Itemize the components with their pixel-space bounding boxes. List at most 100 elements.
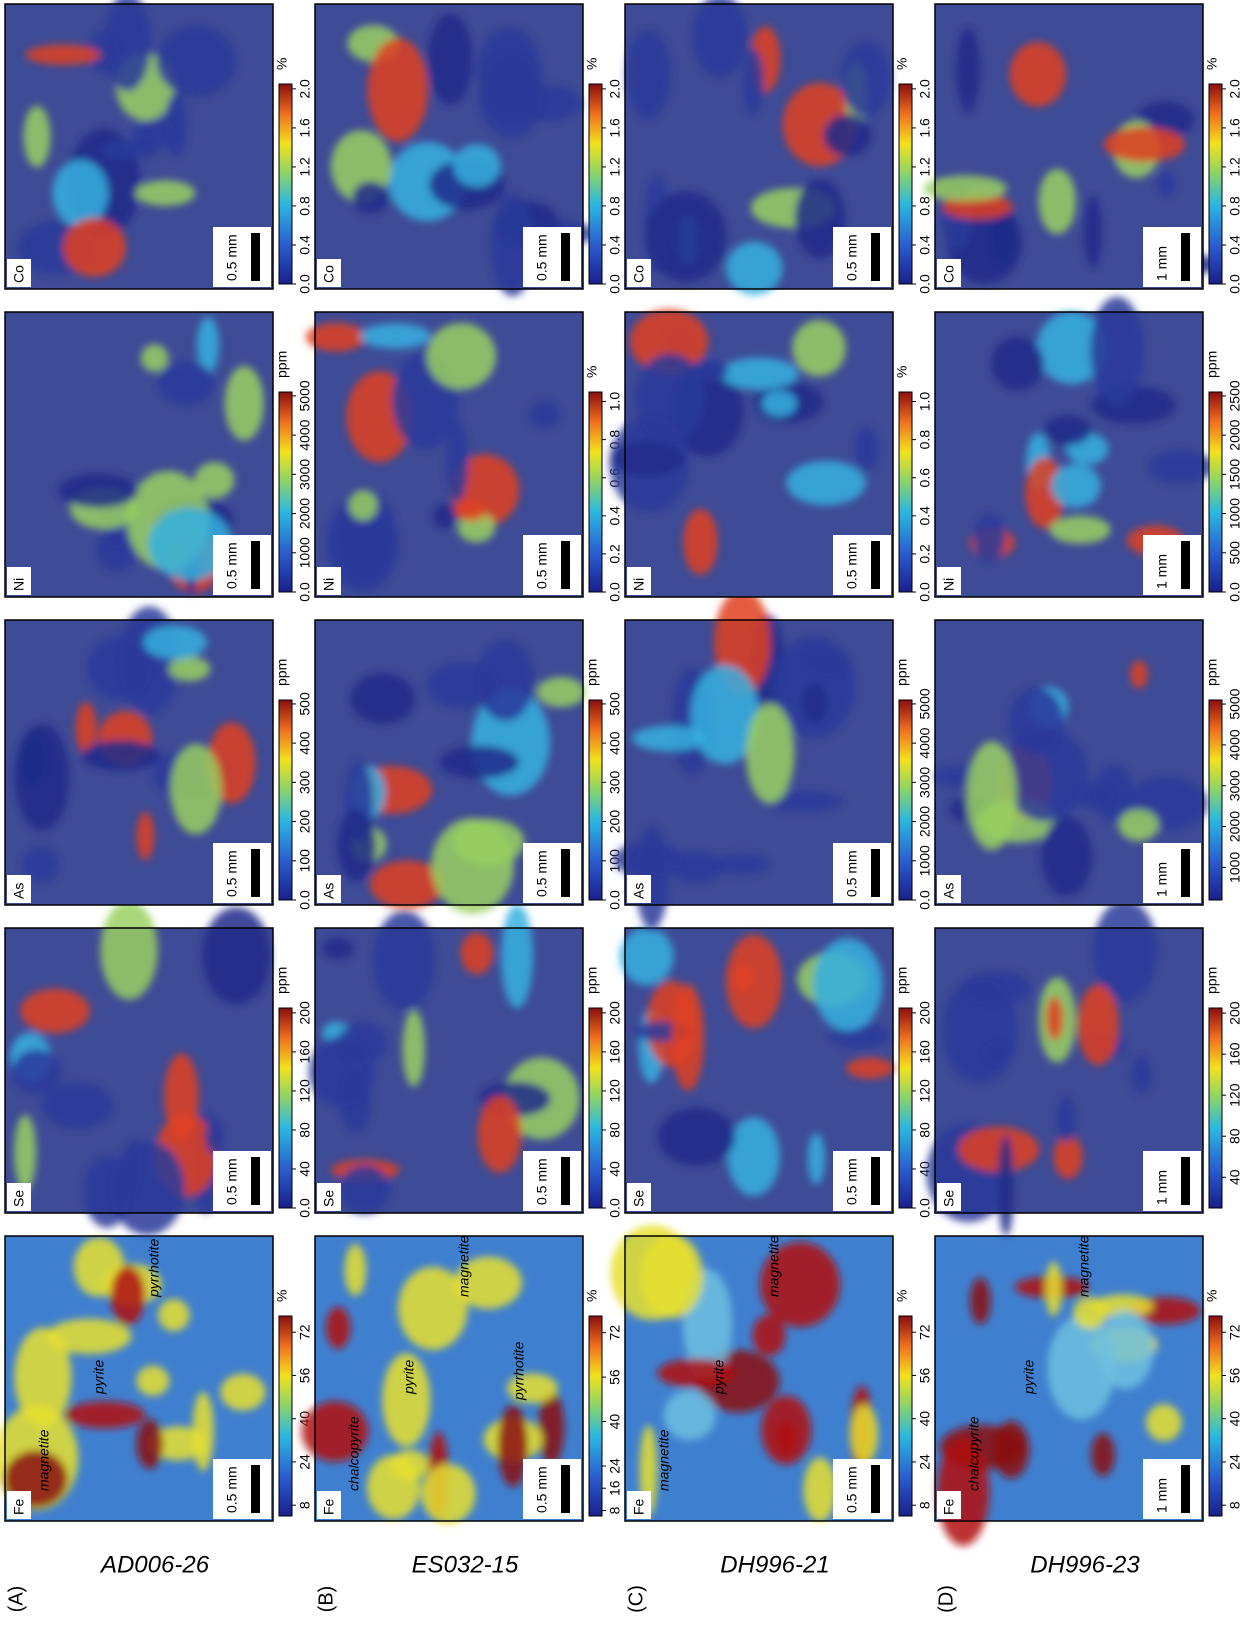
colorbar-tick-label: 4000	[917, 727, 933, 758]
colorbar-tick-label: 2.0	[297, 79, 313, 99]
map-panel: Se0.5 mm0.04080120160200ppm	[309, 904, 623, 1217]
map-blob	[823, 114, 871, 156]
scale-box	[523, 535, 581, 595]
map-blob	[119, 606, 179, 715]
element-label: Co	[11, 265, 27, 283]
colorbar-unit: %	[1204, 1290, 1220, 1302]
map-blob	[746, 703, 795, 803]
colorbar-tick-label: 1.2	[1227, 157, 1243, 177]
colorbar	[1209, 700, 1222, 900]
scale-box	[523, 843, 581, 903]
colorbar-tick-label: 24	[607, 1458, 623, 1474]
map-blob	[1075, 782, 1115, 810]
map-blob	[111, 1266, 145, 1326]
map-blob	[220, 1374, 265, 1411]
map-blob	[52, 160, 108, 227]
colorbar-tick-label: 160	[1227, 1042, 1243, 1066]
colorbar-tick-label: 3000	[297, 459, 313, 490]
scale-label: 0.5 mm	[224, 542, 240, 589]
colorbar-unit: %	[894, 58, 910, 70]
mineral-label: pyrite	[401, 1360, 417, 1395]
colorbar-tick-label: 1.0	[917, 392, 933, 412]
map-blob	[1090, 297, 1144, 406]
row-label: (C)	[625, 1585, 647, 1613]
map-panel: Fe1 mmchalcopyritepyritemagnetite8244056…	[935, 1235, 1243, 1546]
map-blob	[973, 513, 1005, 563]
map-blob	[1056, 1096, 1077, 1142]
map-blob	[156, 25, 236, 96]
scale-label: 0.5 mm	[534, 1466, 550, 1513]
colorbar-tick-label: 3000	[1227, 770, 1243, 801]
map-panel: Ni0.5 mm0.010002000300040005000ppm	[5, 312, 313, 602]
element-label: As	[321, 883, 337, 899]
scale-bar	[871, 1465, 880, 1513]
colorbar-tick-label: 40	[1227, 1411, 1243, 1427]
map-blob	[1041, 817, 1092, 897]
mineral-label: chalcopyrite	[966, 1416, 982, 1491]
colorbar-tick-label: 0.0	[917, 890, 933, 910]
map-blob	[368, 38, 429, 142]
sample-name: DH996-21	[720, 1551, 829, 1578]
map-blob	[110, 1140, 185, 1235]
map-blob	[339, 1165, 390, 1214]
scale-box	[213, 1459, 271, 1519]
colorbar-tick-label: 1500	[1227, 459, 1243, 490]
map-blob	[82, 740, 161, 771]
colorbar-tick-label: 2000	[1227, 811, 1243, 842]
colorbar	[589, 1316, 602, 1516]
colorbar	[899, 700, 912, 900]
scale-bar	[1181, 849, 1190, 897]
map-panel: As0.5 mm0.0100200300400500ppm	[5, 606, 313, 909]
colorbar-unit: ppm	[274, 351, 290, 378]
colorbar-tick-label: 40	[607, 1161, 623, 1177]
scale-label: 0.5 mm	[224, 1466, 240, 1513]
colorbar-tick-label: 0.0	[1227, 274, 1243, 294]
colorbar-tick-label: 56	[297, 1367, 313, 1383]
map-blob	[991, 337, 1044, 391]
colorbar-tick-label: 2000	[297, 498, 313, 529]
colorbar-tick-label: 0.4	[917, 506, 933, 526]
colorbar-tick-label: 0.4	[607, 506, 623, 526]
map-blob	[1157, 171, 1175, 197]
colorbar-tick-label: 200	[297, 1001, 313, 1025]
map-blob	[479, 52, 543, 138]
map-blob	[169, 656, 211, 681]
map-blob	[1009, 42, 1065, 107]
map-blob	[967, 741, 1017, 850]
map-panel: Se0.5 mm0.04080120160200ppm	[5, 901, 313, 1235]
colorbar-tick-label: 2.0	[607, 79, 623, 99]
map-blob	[808, 1133, 825, 1184]
scale-box	[833, 1151, 891, 1211]
colorbar-tick-label: 160	[917, 1040, 933, 1064]
mineral-label: pyrrhotite	[511, 1341, 527, 1401]
map-blob	[813, 938, 883, 1031]
map-panel: Ni0.5 mm0.00.20.40.60.81.0%	[306, 312, 623, 602]
sample-name: AD006-26	[99, 1551, 210, 1578]
colorbar-tick-label: 80	[917, 1122, 933, 1138]
map-blob	[529, 400, 560, 429]
map-blob	[141, 344, 168, 372]
map-blob	[632, 726, 705, 752]
scale-box	[213, 843, 271, 903]
map-blob	[478, 1096, 522, 1173]
element-label: Ni	[631, 578, 647, 591]
colorbar-tick-label: 40	[1227, 1169, 1243, 1185]
map-blob	[970, 1277, 991, 1324]
scale-bar	[251, 1465, 260, 1513]
map-blob	[850, 1404, 878, 1464]
map-blob	[47, 1319, 132, 1354]
colorbar-tick-label: 200	[607, 810, 623, 834]
map-panel: Co0.5 mm0.00.40.81.21.62.0%	[625, 0, 933, 295]
map-blob	[762, 390, 797, 416]
colorbar-tick-label: 0.8	[917, 196, 933, 216]
map-blob	[454, 500, 486, 520]
mineral-label: magnetite	[1076, 1235, 1092, 1297]
element-label: Ni	[11, 578, 27, 591]
map-blob	[19, 731, 48, 786]
map-blob	[689, 359, 729, 381]
map-blob	[1073, 1297, 1107, 1329]
element-label: Fe	[11, 1498, 27, 1515]
map-blob	[136, 1366, 169, 1396]
element-label: Se	[631, 1190, 647, 1207]
